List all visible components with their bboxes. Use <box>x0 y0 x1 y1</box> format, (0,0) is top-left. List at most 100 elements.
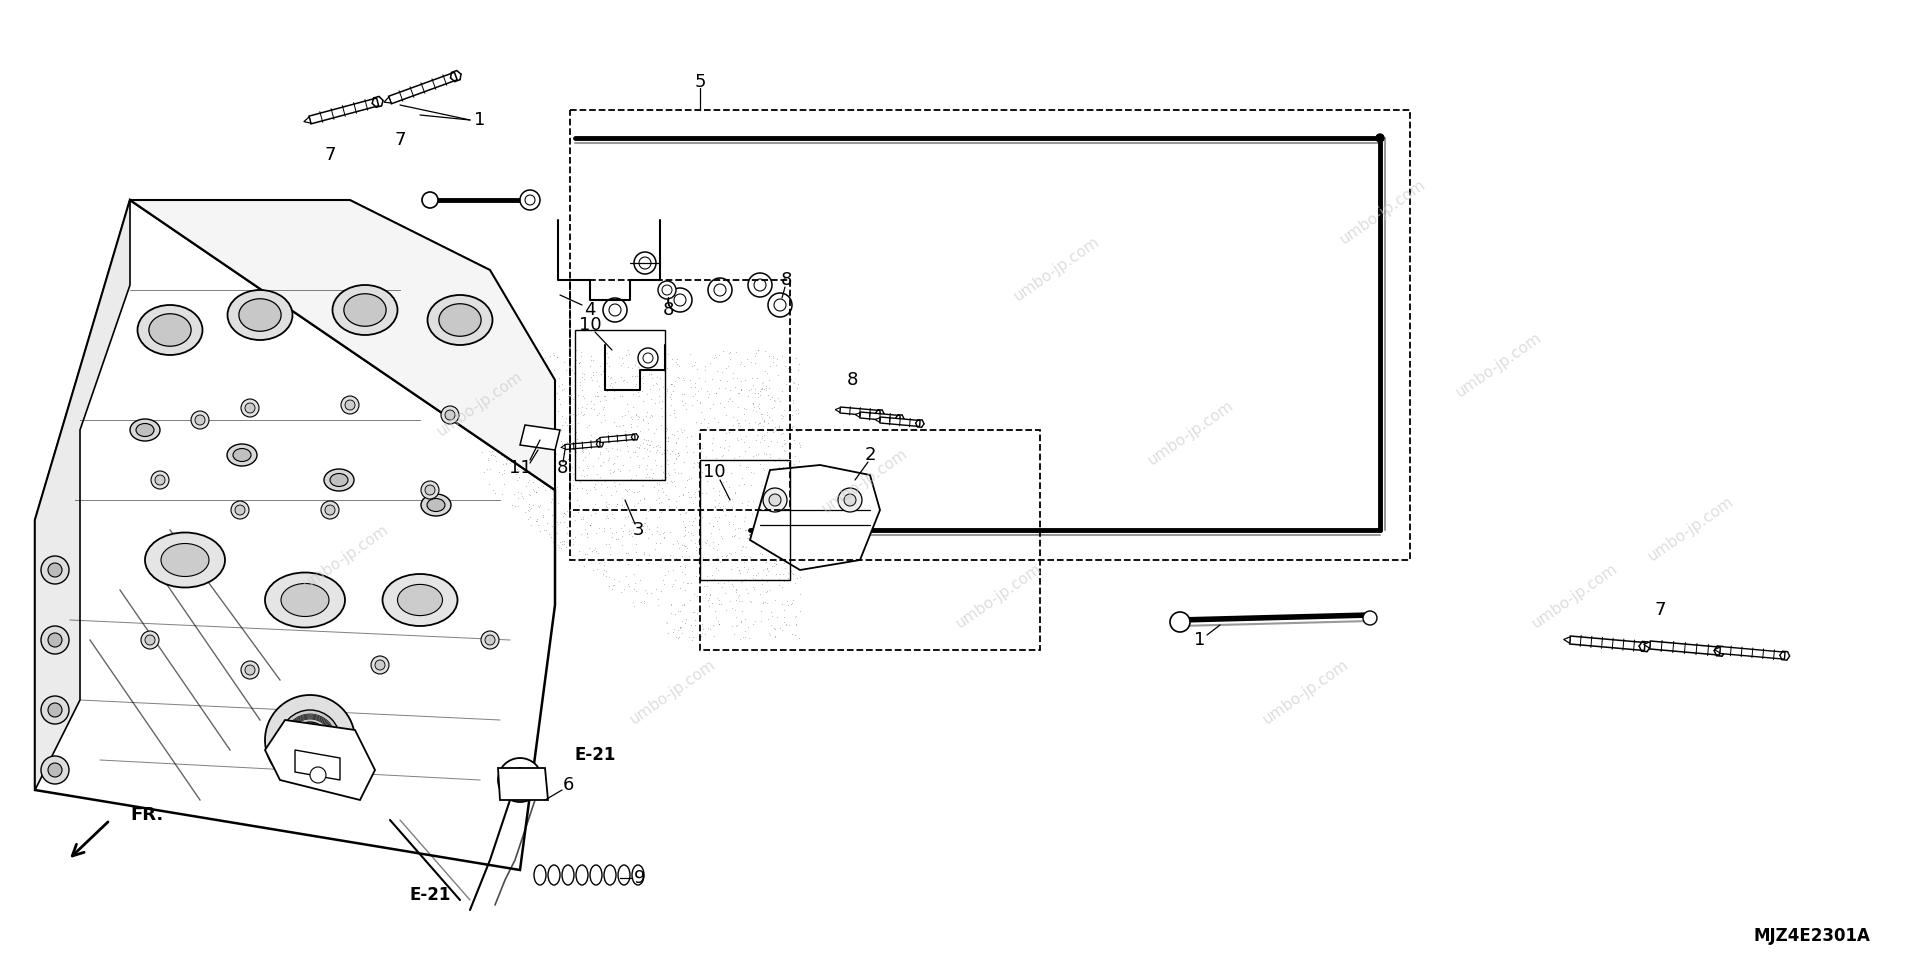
Point <box>776 364 807 380</box>
Point <box>697 430 728 445</box>
Point <box>588 557 619 573</box>
Point <box>665 506 695 522</box>
Point <box>705 554 736 570</box>
Point <box>661 493 692 508</box>
Point <box>642 353 672 368</box>
Point <box>711 360 742 376</box>
Point <box>663 629 693 645</box>
Point <box>740 385 770 401</box>
Point <box>501 466 532 481</box>
Point <box>582 374 613 389</box>
Point <box>645 535 676 551</box>
Point <box>572 530 603 545</box>
Circle shape <box>768 293 791 317</box>
Point <box>709 400 740 415</box>
Point <box>709 507 740 523</box>
Point <box>734 440 765 456</box>
Text: MJZ4E2301A: MJZ4E2301A <box>1754 927 1869 945</box>
Point <box>693 537 724 553</box>
Point <box>640 375 670 390</box>
Point <box>738 494 768 509</box>
Point <box>670 396 701 411</box>
Point <box>680 568 711 583</box>
Point <box>768 436 799 452</box>
Point <box>653 430 684 445</box>
Point <box>532 357 563 373</box>
Point <box>720 431 751 446</box>
Point <box>703 616 734 631</box>
Point <box>615 420 645 435</box>
Point <box>751 381 782 396</box>
Point <box>670 520 701 535</box>
Point <box>697 519 728 534</box>
Point <box>630 472 661 487</box>
Point <box>651 424 682 439</box>
Point <box>484 464 515 480</box>
Point <box>521 513 551 529</box>
Point <box>772 515 803 530</box>
Point <box>763 501 793 516</box>
Point <box>549 515 580 530</box>
Point <box>542 350 572 365</box>
Point <box>784 604 815 619</box>
Point <box>726 503 757 518</box>
Point <box>492 456 523 471</box>
Circle shape <box>1375 134 1383 142</box>
Point <box>613 347 644 362</box>
Point <box>657 475 688 490</box>
Point <box>501 472 532 487</box>
Point <box>601 449 632 464</box>
Point <box>524 456 555 471</box>
Point <box>705 596 736 611</box>
Point <box>684 505 715 520</box>
Point <box>653 499 684 514</box>
Point <box>761 423 791 438</box>
Point <box>730 571 761 586</box>
Point <box>784 437 815 453</box>
Point <box>676 632 707 648</box>
Point <box>732 388 763 404</box>
Point <box>569 551 599 566</box>
Point <box>759 526 790 541</box>
Point <box>718 450 749 465</box>
Point <box>659 573 690 588</box>
Point <box>684 621 715 636</box>
Circle shape <box>768 494 782 506</box>
Ellipse shape <box>426 499 446 511</box>
Point <box>780 628 811 643</box>
Point <box>688 622 718 637</box>
Point <box>640 581 670 597</box>
Point <box>496 497 526 512</box>
Point <box>745 586 776 602</box>
Point <box>544 537 574 553</box>
Point <box>624 457 655 473</box>
Point <box>692 586 722 602</box>
Point <box>613 546 644 561</box>
Point <box>513 458 544 474</box>
Point <box>563 431 594 446</box>
Point <box>490 431 521 446</box>
Point <box>670 615 701 630</box>
Point <box>620 536 651 552</box>
Point <box>642 591 672 606</box>
Point <box>482 389 513 405</box>
Point <box>763 367 793 382</box>
Point <box>780 517 811 532</box>
Point <box>688 549 718 564</box>
Point <box>724 563 755 579</box>
Point <box>651 360 682 376</box>
Point <box>672 525 703 540</box>
Point <box>684 370 715 385</box>
Point <box>599 383 630 399</box>
Point <box>494 437 524 453</box>
Circle shape <box>484 635 496 645</box>
Point <box>655 386 686 402</box>
Point <box>515 458 546 474</box>
Point <box>553 534 584 550</box>
Point <box>549 536 580 552</box>
Point <box>761 556 791 572</box>
Point <box>736 553 766 568</box>
Point <box>647 577 678 592</box>
Point <box>538 348 569 363</box>
Point <box>580 477 611 492</box>
